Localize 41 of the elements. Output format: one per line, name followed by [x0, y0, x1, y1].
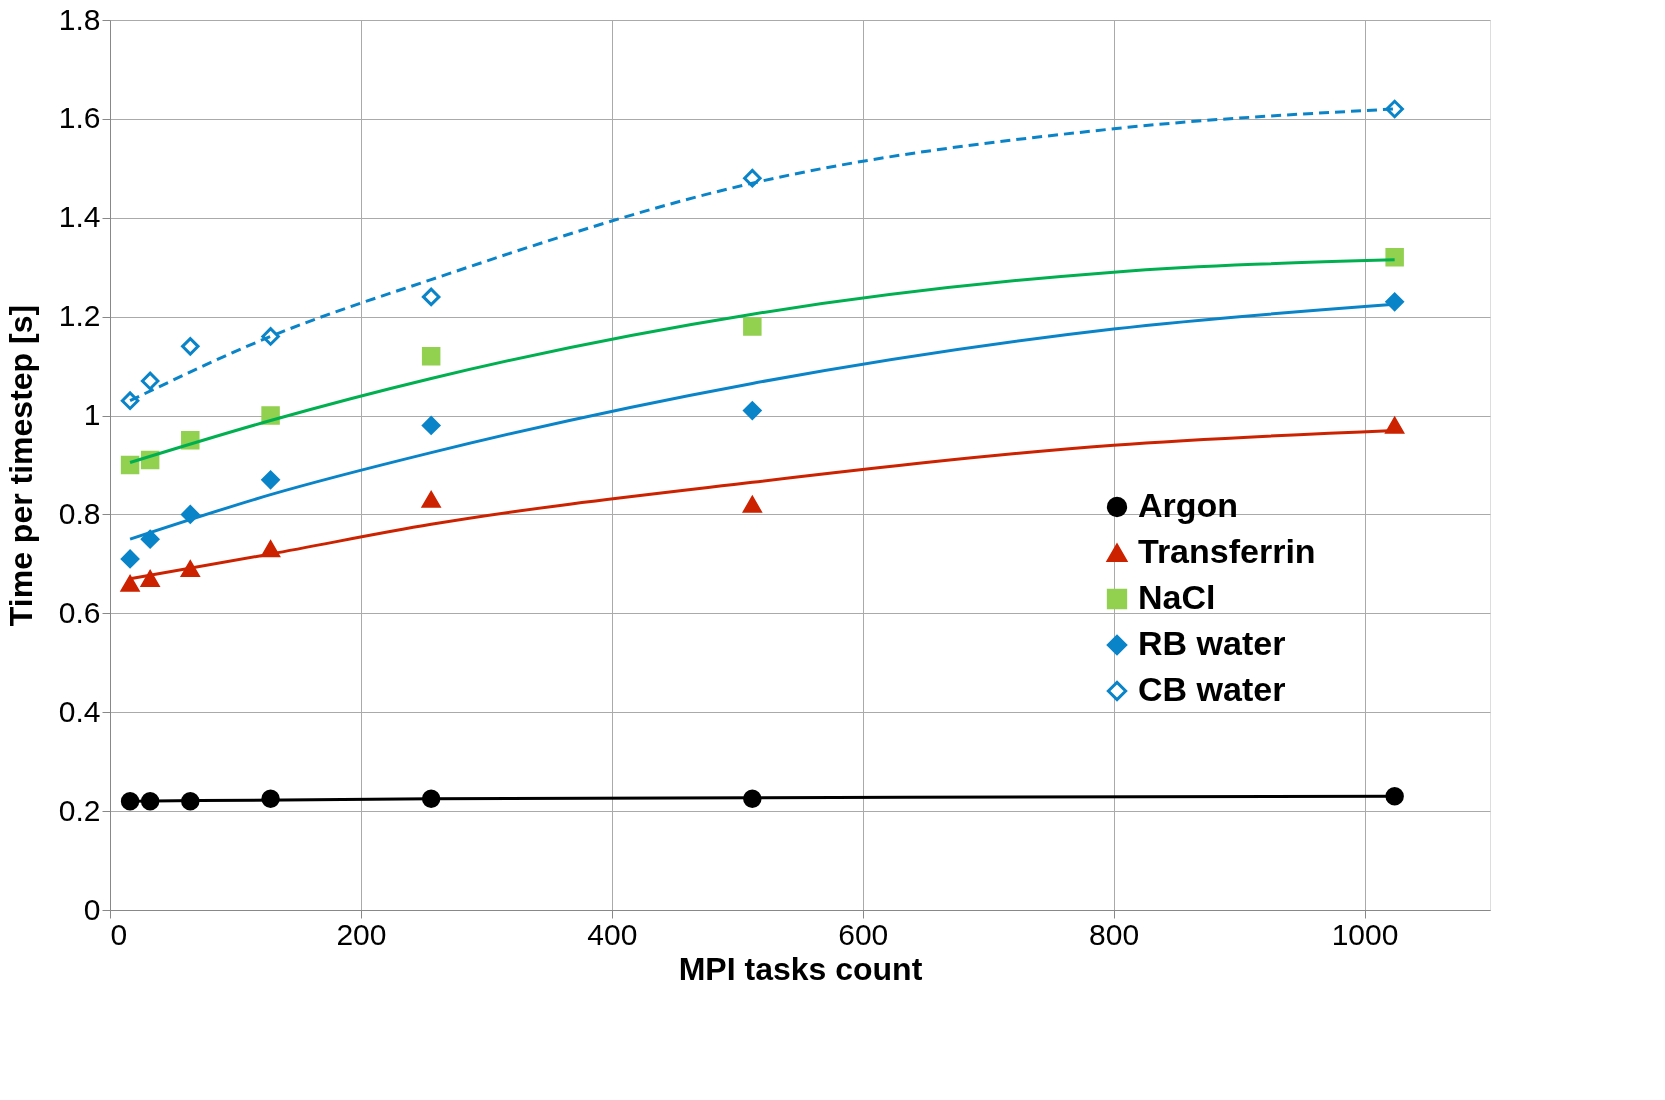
legend-label: Argon	[1138, 486, 1239, 524]
y-tick-label: 0.6	[58, 595, 101, 629]
y-tick-label: 0.8	[58, 496, 101, 530]
x-tick-label: 1000	[1331, 917, 1399, 951]
point	[140, 371, 160, 391]
x-axis-title: MPI tasks count	[678, 950, 923, 987]
point	[743, 496, 762, 513]
point	[1385, 248, 1404, 267]
point	[140, 529, 160, 549]
legend-label: Transferrin	[1138, 532, 1316, 570]
point	[1385, 417, 1404, 434]
legend-label: NaCl	[1138, 578, 1216, 616]
point	[743, 401, 762, 420]
y-tick-label: 1	[83, 398, 101, 432]
y-tick-label: 1.4	[58, 200, 101, 234]
legend-label: CB water	[1138, 670, 1286, 708]
y-tick-label: 1.2	[58, 299, 101, 333]
x-tick-label: 200	[336, 917, 387, 951]
y-axis-title: Time per timestep [s]	[2, 304, 39, 627]
y-tick-label: 1.8	[58, 2, 101, 36]
x-tick-label: 400	[587, 917, 638, 951]
point	[140, 570, 160, 587]
point	[120, 549, 140, 569]
point	[421, 491, 441, 508]
y-tick-label: 1.6	[58, 101, 101, 135]
point	[1385, 292, 1404, 312]
point	[421, 287, 441, 307]
point	[421, 346, 441, 366]
point	[120, 791, 140, 811]
point	[261, 470, 280, 490]
point	[120, 575, 140, 592]
point	[743, 317, 762, 336]
x-tick-label: 600	[838, 917, 889, 951]
y-tick-label: 0.4	[58, 694, 101, 728]
x-tick-label: 0	[110, 917, 128, 951]
point	[421, 416, 441, 435]
y-tick-label: 0.2	[58, 793, 101, 827]
point	[181, 337, 200, 356]
legend-label: RB water	[1138, 624, 1286, 662]
x-tick-label: 800	[1089, 917, 1140, 951]
y-tick-label: 0	[83, 892, 101, 926]
